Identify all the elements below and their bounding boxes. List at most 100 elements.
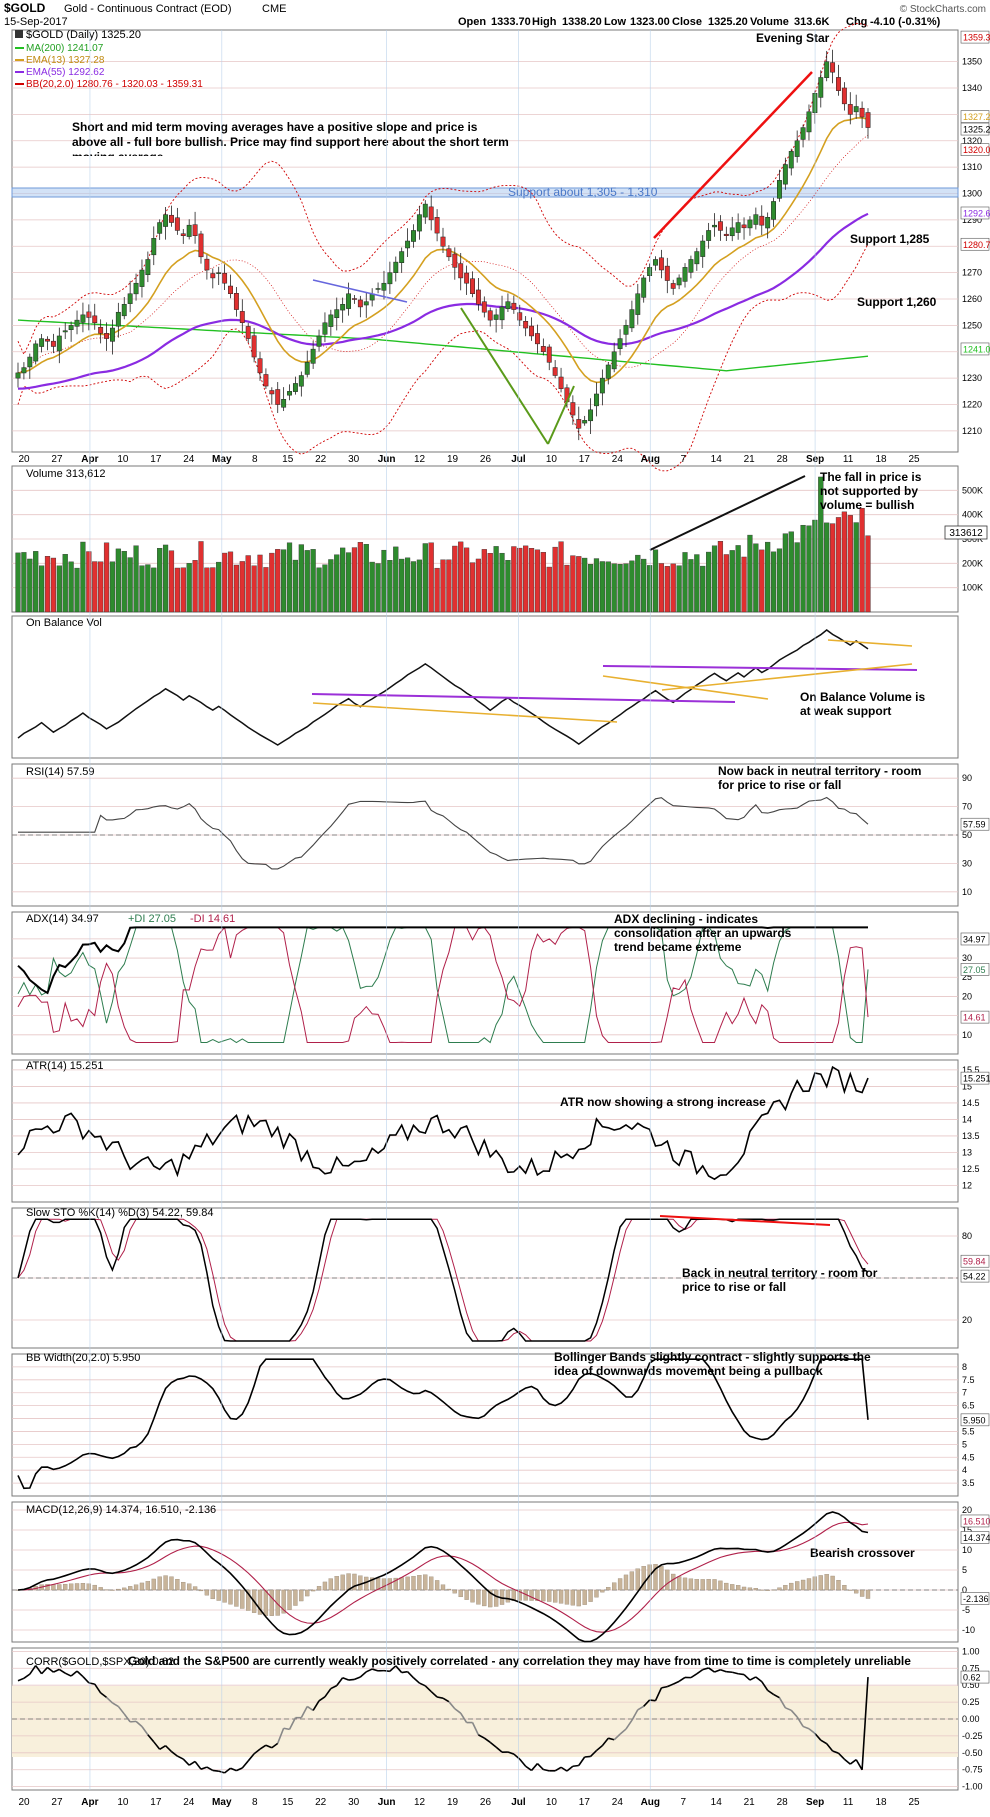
candle-body — [216, 272, 222, 274]
macd-histogram-bar — [588, 1589, 593, 1602]
volume-panel: 100K200K300K400K500K Volume 313,612 The … — [12, 468, 988, 613]
panel-frame-atr — [11, 1059, 959, 1203]
candle-body — [233, 293, 239, 310]
volume-bar — [80, 541, 86, 613]
volume-bar — [251, 565, 257, 613]
corr-ytick-label: -0.25 — [962, 1731, 983, 1741]
volume-bar — [711, 545, 718, 613]
volume-bar — [416, 559, 422, 613]
candle-body — [322, 322, 328, 335]
x-tick-label-top: 17 — [150, 454, 162, 465]
annotation-sto: Back in neutral territory - room for pri… — [682, 1266, 878, 1294]
volume-bar — [393, 546, 399, 613]
candle-body — [21, 367, 27, 374]
macd-histogram-bar — [51, 1584, 56, 1591]
macd-histogram-bar — [305, 1589, 310, 1597]
corr-line-segment — [23, 1673, 31, 1679]
sto-k-tag-box — [960, 1269, 990, 1283]
corr-line-segment — [808, 1728, 816, 1735]
candle-body — [263, 374, 269, 387]
price-panel-title: $GOLD (Daily) 1325.20 — [26, 29, 141, 41]
candle-body — [56, 335, 62, 352]
price-ytick-label: 1220 — [962, 400, 982, 410]
atr-ytick-label: 14 — [962, 1114, 972, 1124]
volume-bar — [646, 565, 653, 613]
adx-ytick-label: 25 — [962, 972, 972, 982]
volume-bar — [835, 517, 842, 613]
corr-line-segment — [483, 1737, 491, 1743]
macd-histogram-bar — [370, 1577, 375, 1591]
candle-body — [428, 206, 434, 221]
corr-line-segment — [595, 1745, 603, 1752]
volume-bar — [198, 541, 204, 613]
macd-panel: -10 -5 0 5 10 15 20 16.510 14.374 -2.136 MACD(12… — [12, 1504, 990, 1643]
macd-histogram-bar — [623, 1574, 629, 1591]
bbw-ytick-label: 5 — [962, 1439, 967, 1449]
volume-bar — [475, 558, 482, 613]
price-tag-5-box — [960, 237, 990, 251]
volume-bar — [239, 561, 245, 613]
volume-bar — [192, 560, 198, 613]
volume-bar — [369, 561, 375, 613]
candle-body — [540, 346, 546, 353]
x-tick-label-top: 19 — [447, 454, 459, 465]
macd-histogram-bar — [671, 1573, 676, 1591]
x-tick-label-top: 18 — [875, 454, 887, 465]
macd-histogram-bar — [688, 1578, 694, 1591]
x-tick-label-bottom: 11 — [843, 1797, 854, 1808]
macd-histogram-bar — [68, 1583, 74, 1591]
candle-body — [186, 224, 192, 237]
volume-bar — [794, 542, 800, 613]
vol-ytick-label: 400K — [962, 510, 983, 520]
macd-histogram-bar — [440, 1584, 446, 1591]
adx-di-plus-tag-text: 27.05 — [963, 965, 986, 975]
volume-bar — [623, 563, 629, 613]
macd-histogram-bar — [393, 1577, 398, 1591]
volume-bar — [186, 563, 192, 613]
volume-bar — [469, 562, 476, 613]
macd-hist-tag-box — [960, 1592, 990, 1605]
corr-line-segment — [29, 1665, 37, 1675]
annotation-macd: Bearish crossover — [810, 1546, 915, 1560]
candle-body — [458, 263, 464, 279]
macd-histogram-bar — [246, 1589, 251, 1611]
rsi-tag-text: 57.59 — [963, 820, 986, 830]
macd-histogram-bar — [612, 1582, 617, 1591]
price-tag-2-box — [960, 122, 990, 136]
macd-ytick-label: 20 — [962, 1505, 972, 1515]
macd-histogram-bar — [771, 1589, 776, 1591]
macd-histogram-bar — [151, 1578, 156, 1591]
corr-line-segment — [619, 1728, 627, 1735]
obv-orange-line-4 — [827, 639, 913, 647]
volume-bar — [210, 567, 216, 613]
obv-panel-title: On Balance Vol — [26, 617, 102, 629]
corr-line-segment — [678, 1676, 686, 1683]
x-tick-label-bottom: 30 — [348, 1797, 360, 1808]
volume-bar — [800, 524, 806, 613]
bbw-ytick-label: 5.5 — [962, 1426, 975, 1436]
volume-tag-box — [944, 525, 988, 540]
corr-line-segment — [224, 1767, 231, 1774]
corr-line-segment — [796, 1716, 804, 1727]
candle-body — [676, 277, 682, 286]
candle-body — [245, 326, 251, 339]
x-tick-label-top: 20 — [18, 454, 30, 465]
price-tag-1-box — [960, 110, 990, 123]
macd-histogram-bar — [192, 1586, 198, 1591]
adx-tag-box — [960, 932, 990, 946]
macd-histogram-bar — [316, 1586, 322, 1591]
corr-line-segment — [625, 1719, 633, 1730]
adx-line — [17, 926, 868, 995]
macd-histogram-bar — [322, 1581, 328, 1591]
volume-bar — [133, 545, 139, 613]
volume-bar — [446, 559, 452, 613]
macd-histogram-bar — [806, 1578, 812, 1591]
instrument-name: Gold - Continuous Contract (EOD) — [64, 3, 232, 15]
corr-line-segment — [153, 1741, 161, 1750]
macd-histogram-bar — [706, 1579, 711, 1591]
macd-histogram-bar — [505, 1589, 511, 1603]
adx-di-minus-line — [17, 926, 869, 1043]
corr-line-segment — [672, 1680, 680, 1685]
macd-histogram-bar — [340, 1574, 345, 1591]
macd-histogram-bar — [405, 1576, 410, 1591]
